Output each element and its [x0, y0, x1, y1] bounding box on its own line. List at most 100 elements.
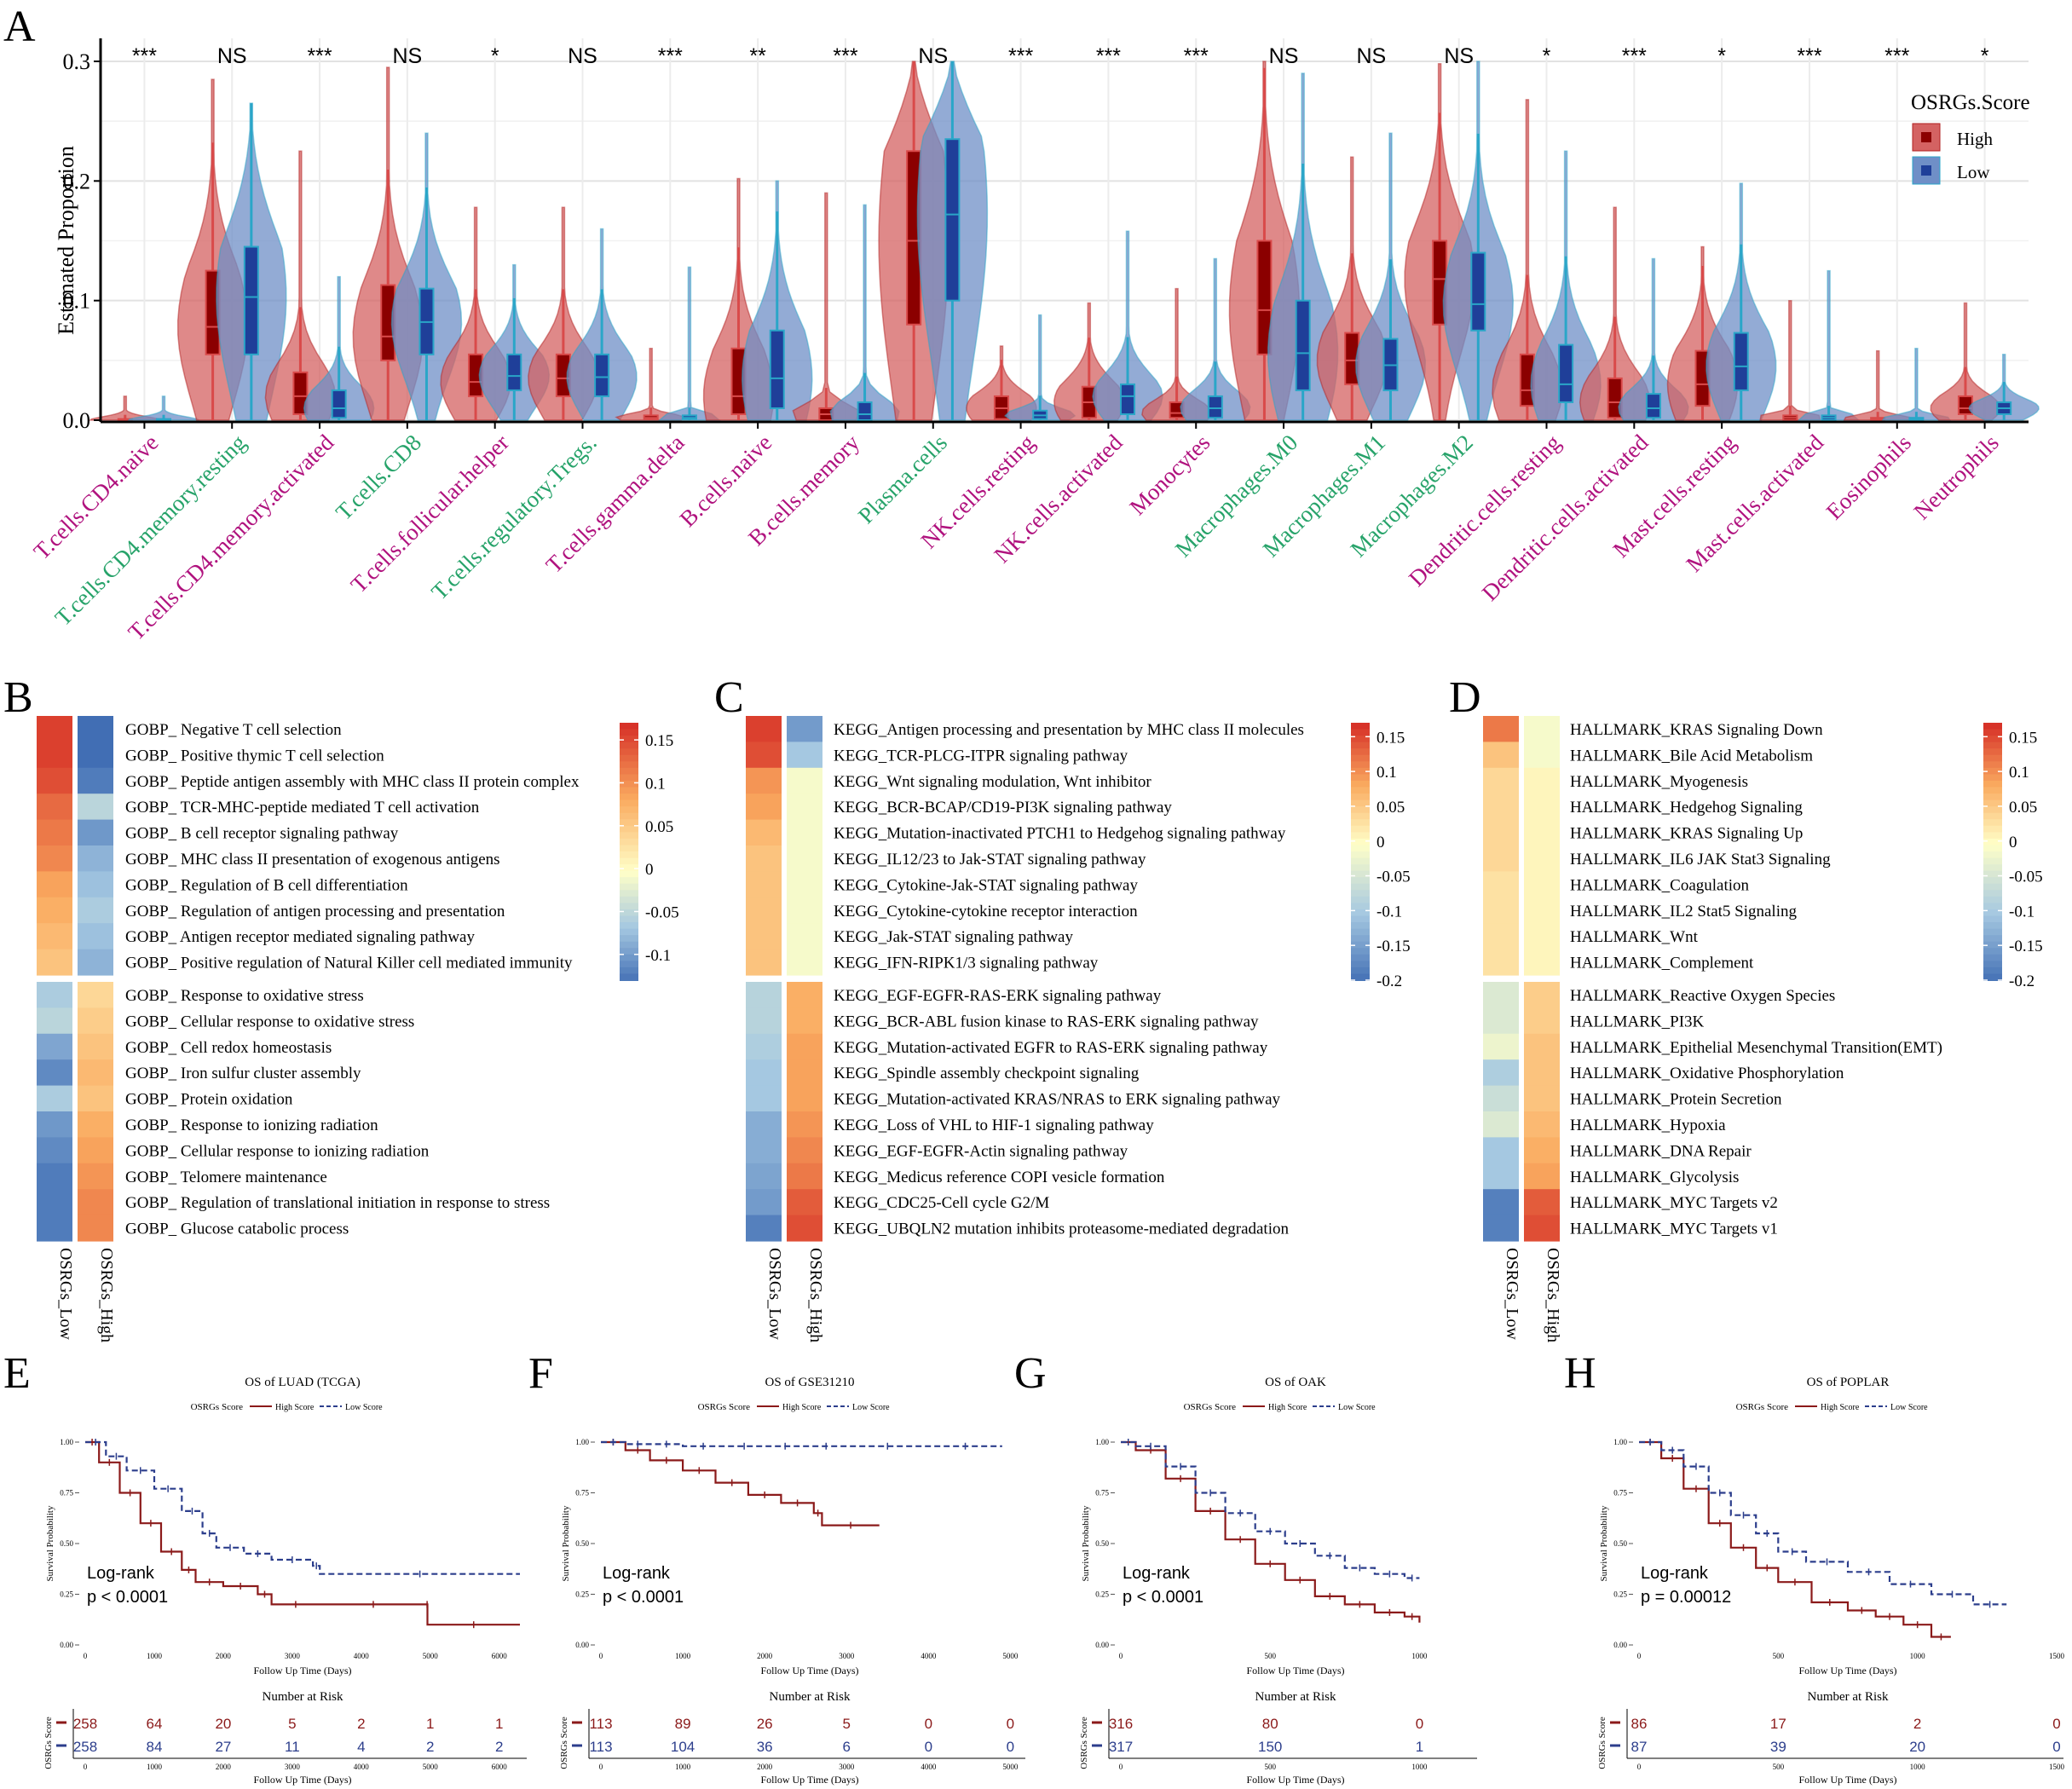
km-x-tick-label: 2000	[216, 1652, 232, 1660]
heatmap-cell	[78, 1085, 113, 1112]
km-legend-low-label: Low Score	[1890, 1403, 1928, 1412]
legend-gradient-step	[1983, 883, 2002, 892]
heatmap-cell	[37, 871, 72, 898]
heatmap-cell	[78, 871, 113, 898]
km-curve-high	[1121, 1440, 1421, 1623]
legend-tick-label: 0.1	[645, 775, 666, 793]
risk-x-tick-label: 1000	[675, 1763, 691, 1771]
legend-gradient-step	[1983, 948, 2002, 955]
km-curve-high	[601, 1440, 880, 1526]
legend-gradient-step	[1351, 896, 1370, 904]
heatmap-cell	[1524, 1215, 1560, 1242]
heatmap-row-label: KEGG_EGF-EGFR-RAS-ERK signaling pathway	[834, 987, 1162, 1005]
heatmap-cell	[787, 1059, 822, 1087]
legend-tick-label: 0.1	[2009, 764, 2029, 782]
heatmap-cell	[37, 982, 72, 1008]
legend-gradient-step	[1983, 799, 2002, 808]
heatmap-cell	[1483, 1137, 1519, 1164]
heatmap-row-label: GOBP_ B cell receptor signaling pathway	[125, 825, 399, 843]
category-label: Monocytes	[1124, 430, 1215, 520]
panel-d-heatmap: D HALLMARK_KRAS Signaling Down HALLMARK_Bi…	[1449, 673, 2043, 1342]
legend-tick-label: 0.15	[2009, 729, 2037, 747]
legend-gradient-step	[620, 832, 638, 840]
heatmap-row-label: HALLMARK_Epithelial Mesenchymal Transiti…	[1570, 1039, 1942, 1057]
risk-title: Number at Risk	[263, 1690, 343, 1704]
legend-gradient-step	[1351, 954, 1370, 962]
heatmap-cell	[787, 1215, 822, 1242]
km-x-tick-label: 0	[599, 1652, 603, 1660]
km-x-tick-label: 0	[84, 1652, 88, 1660]
legend-gradient-step	[1351, 761, 1370, 769]
risk-x-tick-label: 1000	[1411, 1763, 1428, 1771]
legend-low-key	[1912, 156, 1941, 185]
legend-gradient-step	[1983, 967, 2002, 975]
legend-gradient-step	[1351, 838, 1370, 846]
heatmap-row-label: KEGG_TCR-PLCG-ITPR signaling pathway	[834, 747, 1128, 765]
significance-label: ***	[132, 44, 157, 68]
panelC-label: C	[714, 673, 744, 722]
risk-low-count: 4	[357, 1739, 365, 1755]
significance-label: NS	[1356, 44, 1386, 68]
heatmap-cell	[746, 1215, 782, 1242]
heatmap-row-label: KEGG_EGF-EGFR-Actin signaling pathway	[834, 1142, 1128, 1160]
panel-c-heatmap: C KEGG_Antigen processing and presentatio…	[714, 673, 1411, 1342]
heatmap-cell	[78, 742, 113, 769]
legend-gradient-step	[620, 812, 638, 821]
legend-gradient-step	[1983, 941, 2002, 949]
heatmap-cell	[746, 1111, 782, 1138]
km-logrank: Log-rank	[1641, 1564, 1709, 1583]
heatmap-cell	[78, 1111, 113, 1138]
risk-ylabel: OSRGs Score	[559, 1717, 569, 1769]
km-y-tick-label: 0.25	[1095, 1590, 1109, 1599]
heatmap-cell	[78, 716, 113, 742]
risk-xlabel: Follow Up Time (Days)	[253, 1774, 351, 1786]
heatmap-cell	[1524, 1189, 1560, 1216]
heatmap-column-label: OSRGs_Low	[765, 1248, 784, 1340]
risk-low-count: 150	[1258, 1739, 1282, 1755]
km-y-tick-label: 0.75	[60, 1489, 73, 1498]
heatmap-cell	[787, 1033, 822, 1060]
legend-tick-label: 0.05	[645, 818, 673, 836]
risk-title: Number at Risk	[1808, 1690, 1889, 1704]
risk-low-count: 0	[925, 1739, 932, 1755]
high-0-violin	[89, 395, 162, 421]
heatmap-cell	[1524, 794, 1560, 821]
risk-xlabel: Follow Up Time (Days)	[1798, 1774, 1896, 1786]
risk-low-count: 36	[757, 1739, 773, 1755]
legend-tick-label: -0.05	[2009, 869, 2043, 886]
legend-gradient-step	[620, 896, 638, 904]
risk-x-tick-label: 2000	[757, 1763, 773, 1771]
legend-gradient-step	[1351, 742, 1370, 750]
legend-gradient-step	[620, 948, 638, 955]
legend-gradient-step	[1351, 857, 1370, 866]
legend-gradient-step	[1983, 954, 2002, 962]
legend-gradient-step	[1351, 941, 1370, 949]
legend-gradient-step	[1983, 819, 2002, 827]
legend-gradient-step	[1351, 864, 1370, 872]
heatmap-cell	[746, 897, 782, 924]
significance-label: NS	[392, 44, 422, 68]
category-label: Dendritic.cells.activated	[1477, 430, 1654, 606]
km-y-tick-label: 0.00	[1613, 1641, 1627, 1649]
km-ylabel: Survival Probability	[45, 1505, 55, 1581]
heatmap-cell	[78, 845, 113, 872]
heatmap-cell	[1524, 1059, 1560, 1087]
category-label: Eosinophils	[1821, 430, 1916, 524]
heatmap-cell	[746, 845, 782, 872]
km-legend-title: OSRGs Score	[191, 1402, 244, 1412]
km-x-tick-label: 5000	[423, 1652, 439, 1660]
low-5-box	[594, 353, 610, 397]
km-x-tick-label: 5000	[1002, 1652, 1019, 1660]
legend-gradient-step	[1351, 877, 1370, 885]
risk-high-count: 89	[675, 1716, 691, 1732]
risk-x-tick-label: 1000	[1910, 1763, 1926, 1771]
heatmap-cell	[746, 794, 782, 821]
risk-low-count: 104	[671, 1739, 695, 1755]
panel-a-legend: OSRGs.Score High Low	[1911, 91, 2030, 185]
heatmap-row-label: HALLMARK_MYC Targets v1	[1570, 1221, 1778, 1238]
heatmap-cell	[1524, 897, 1560, 924]
legend-gradient-step	[1351, 961, 1370, 968]
heatmap-cell	[78, 949, 113, 976]
legend-gradient-step	[1351, 825, 1370, 834]
legend-tick-label: 0.05	[2009, 799, 2037, 817]
